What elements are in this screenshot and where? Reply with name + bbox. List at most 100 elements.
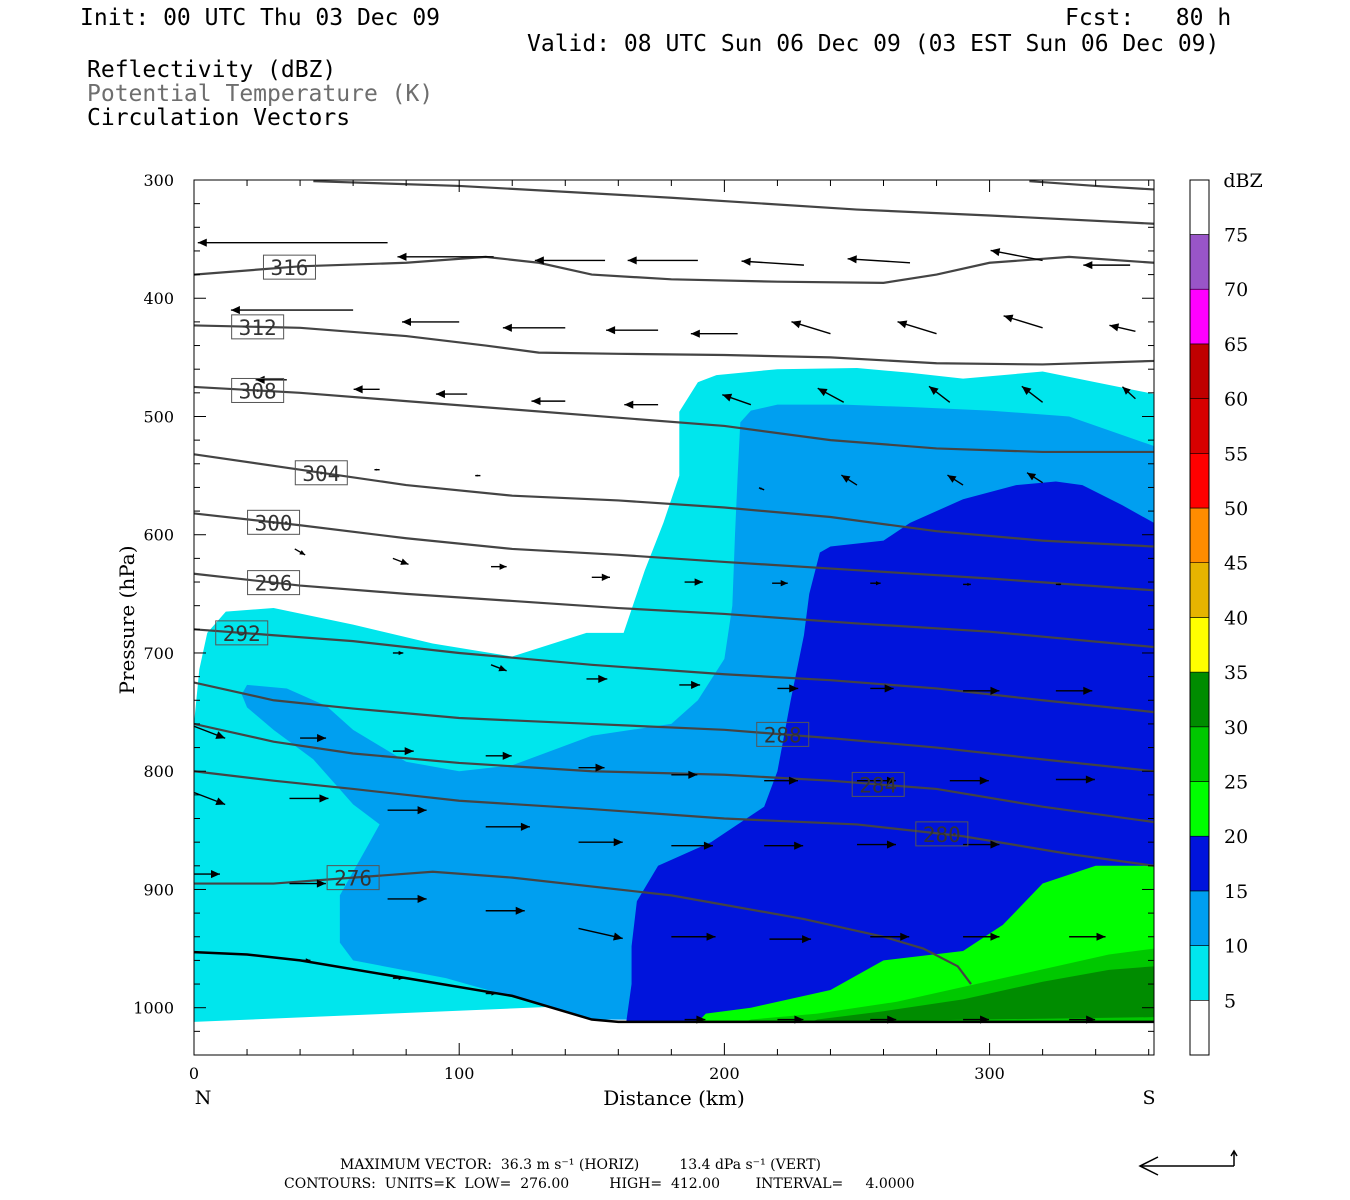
circulation-vector-15 [1003, 314, 1043, 329]
circulation-vector-51 [300, 734, 327, 743]
theta-label-308: 308 [231, 377, 285, 403]
colorbar-label-50: 50 [1224, 498, 1248, 520]
circulation-vector-43 [490, 664, 507, 672]
colorbar-label-55: 55 [1224, 443, 1248, 465]
svg-text:284: 284 [859, 773, 897, 797]
circulation-vector-53 [485, 751, 512, 760]
circulation-vector-54 [578, 763, 605, 772]
circulation-vector-35 [491, 563, 507, 570]
circulation-vector-68 [963, 840, 1000, 849]
circulation-vector-57 [856, 776, 896, 785]
circulation-vector-3 [627, 256, 698, 265]
circulation-vector-78 [1069, 932, 1106, 941]
contour-info-note: CONTOURS: UNITS=K LOW= 276.00 HIGH= 412.… [284, 1176, 915, 1192]
circulation-vector-55 [671, 770, 698, 779]
circulation-vector-47 [870, 684, 894, 693]
svg-text:288: 288 [764, 723, 802, 747]
circulation-vector-16 [1109, 323, 1136, 333]
colorbar-segment-11 [1189, 398, 1210, 454]
circulation-vector-30 [841, 474, 858, 486]
theta-label-300: 300 [247, 509, 301, 535]
y-axis-label: Pressure (hPa) [115, 546, 139, 695]
circulation-vector-69 [194, 870, 220, 879]
circulation-vector-40 [963, 582, 971, 586]
theta-label-304: 304 [294, 460, 348, 486]
colorbar-label-45: 45 [1224, 553, 1248, 575]
circulation-vector-42 [392, 650, 404, 656]
max-vector-note: MAXIMUM VECTOR: 36.3 m s⁻¹ (HORIZ) 13.4 … [340, 1157, 822, 1173]
circulation-vector-44 [586, 674, 608, 684]
colorbar-segment-2 [1189, 890, 1210, 946]
theta-label-316: 316 [262, 254, 316, 280]
colorbar-label-5: 5 [1224, 990, 1236, 1012]
colorbar-segment-4 [1189, 781, 1210, 837]
circulation-vector-34 [392, 557, 409, 566]
theta-label-280: 280 [915, 821, 969, 847]
circulation-vector-19 [435, 389, 468, 399]
colorbar-segment-6 [1189, 671, 1210, 728]
circulation-vector-1 [397, 252, 494, 261]
colorbar-label-70: 70 [1224, 279, 1248, 301]
valid-time: Valid: 08 UTC Sun 06 Dec 09 (03 EST Sun … [527, 31, 1220, 57]
circulation-vector-50 [194, 725, 226, 739]
colorbar-label-75: 75 [1224, 225, 1248, 247]
circulation-vector-24 [928, 385, 951, 403]
circulation-vector-20 [531, 397, 566, 406]
circulation-vector-33 [294, 548, 306, 556]
circulation-vector-86 [1069, 1015, 1096, 1024]
theta-contour-300 [194, 512, 1154, 592]
init-time: Init: 00 UTC Thu 03 Dec 09 [80, 5, 441, 31]
svg-text:304: 304 [302, 462, 340, 486]
colorbar-label-40: 40 [1224, 607, 1248, 629]
colorbar-label-30: 30 [1224, 717, 1248, 739]
y-tick-label-700: 700 [143, 644, 174, 663]
theta-contour-308 [194, 385, 1154, 454]
circulation-vector-39 [870, 581, 881, 586]
circulation-vector-38 [772, 580, 788, 587]
colorbar-label-60: 60 [1224, 389, 1248, 411]
circulation-vector-70 [289, 879, 326, 888]
colorbar-label-10: 10 [1224, 936, 1248, 958]
circulation-vector-14 [897, 320, 937, 335]
y-tick-label-600: 600 [143, 526, 174, 545]
colorbar-label-15: 15 [1224, 881, 1248, 903]
circulation-vector-85 [963, 1015, 990, 1024]
circulation-vector-32 [1026, 472, 1043, 484]
circulation-vector-84 [870, 1015, 897, 1024]
circulation-vector-48 [963, 686, 1000, 695]
theta-label-284: 284 [851, 771, 905, 797]
colorbar-segment-14 [1189, 234, 1210, 290]
circulation-vector-73 [578, 927, 623, 941]
circulation-vector-58 [949, 776, 989, 785]
x-axis-label: Distance (km) [603, 1086, 745, 1110]
circulation-vector-79 [300, 958, 311, 963]
circulation-vector-45 [679, 680, 701, 689]
field-potential-temperature: Potential Temperature (K) [87, 81, 434, 107]
theta-contour-292 [194, 628, 1154, 714]
circulation-vector-9 [401, 317, 460, 326]
x-tick-label-0: 0 [189, 1064, 199, 1083]
circulation-vector-63 [485, 822, 530, 831]
circulation-vector-52 [392, 747, 414, 756]
circulation-vector-80 [392, 976, 404, 981]
theta-label-296: 296 [247, 570, 301, 596]
colorbar-segment-8 [1189, 562, 1210, 618]
x-tick-label-300: 300 [974, 1064, 1005, 1083]
theta-contour-288 [194, 681, 1154, 773]
colorbar-segment-12 [1189, 343, 1210, 399]
y-tick-label-900: 900 [143, 880, 174, 899]
circulation-vector-76 [870, 932, 910, 941]
theta-contour-320 [313, 180, 1154, 225]
x-end-label-south: S [1142, 1087, 1155, 1109]
circulation-vector-62 [387, 806, 427, 815]
circulation-vector-41 [1055, 583, 1062, 586]
colorbar-segment-5 [1189, 726, 1210, 782]
colorbar-segment-15 [1189, 179, 1210, 235]
reflectivity-region-15dbz [626, 481, 1154, 1022]
circulation-vector-67 [856, 840, 896, 849]
circulation-vector-13 [791, 320, 831, 335]
circulation-vector-28 [475, 474, 481, 477]
circulation-vector-25 [1021, 385, 1044, 403]
field-circulation-vectors: Circulation Vectors [87, 105, 351, 131]
colorbar-segment-0 [1189, 999, 1210, 1056]
